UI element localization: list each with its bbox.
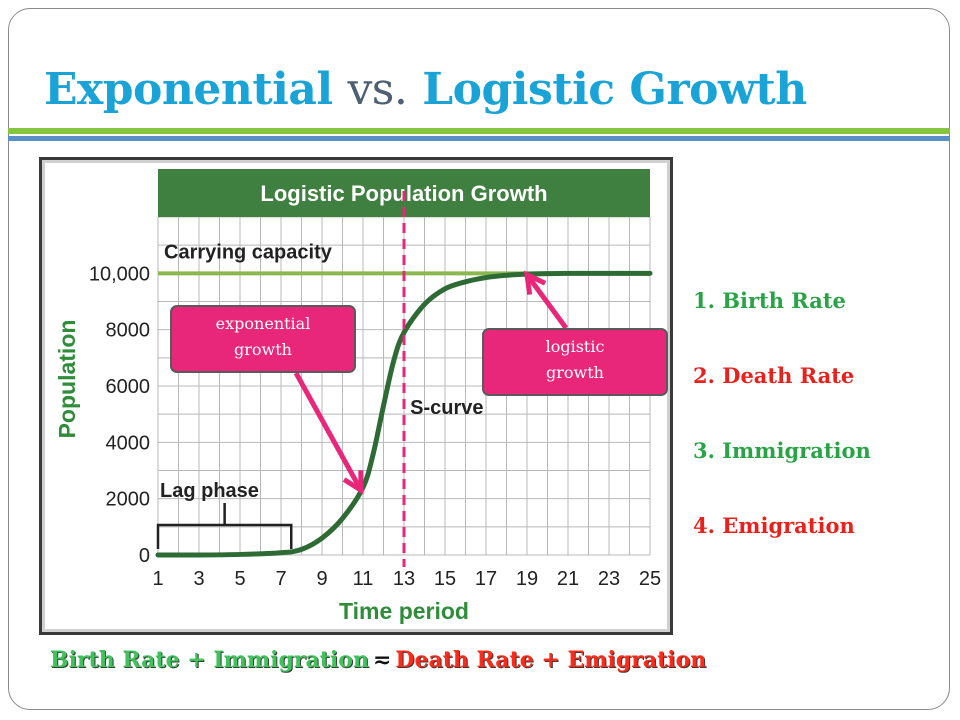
logistic-growth-chart: Logistic Population Growth 1 3 5 7 9 11 13 15 17… (54, 169, 661, 624)
exponential-arrowhead (342, 470, 364, 495)
population-equation: Birth Rate + Immigration ≂ Death Rate + Em… (50, 647, 706, 673)
y-tick-label: 2000 (106, 489, 151, 511)
equation-operator: ≂ (372, 647, 392, 673)
x-tick-label: 21 (557, 568, 579, 590)
exponential-callout-line2: growth (234, 340, 292, 359)
title-exponential: Exponential (44, 64, 333, 115)
factor-immigration: 3. Immigration (693, 438, 871, 463)
population-factors-list: 1. Birth Rate 2. Death Rate 3. Immigrati… (693, 282, 871, 582)
y-tick-label: 8000 (106, 320, 151, 342)
equation-right: Death Rate + Emigration (395, 647, 707, 673)
x-tick-label: 17 (475, 568, 497, 590)
x-tick-label: 5 (234, 568, 245, 590)
x-axis-title: Time period (339, 598, 469, 624)
logistic-arrow (524, 273, 569, 330)
lag-phase-label: Lag phase (160, 480, 259, 502)
logistic-callout-line2: growth (546, 363, 604, 382)
x-tick-label: 7 (275, 568, 286, 590)
x-tick-label: 3 (193, 568, 204, 590)
y-axis-title: Population (54, 320, 80, 439)
title-logistic-growth: Logistic Growth (422, 64, 807, 115)
chart-panel: Logistic Population Growth 1 3 5 7 9 11 13 15 17… (42, 160, 670, 632)
exponential-growth-callout: exponential growth (170, 305, 356, 373)
x-tick-label: 13 (393, 568, 415, 590)
population-curve (155, 270, 653, 558)
x-tick-label: 15 (434, 568, 456, 590)
logistic-growth-callout: logistic growth (482, 328, 668, 396)
carrying-capacity-label: Carrying capacity (164, 241, 333, 263)
x-tick-label: 9 (316, 568, 327, 590)
slide-frame (8, 8, 950, 710)
logistic-callout-line1: logistic (545, 337, 605, 356)
lag-phase-bracket (156, 503, 293, 549)
y-tick-label: 0 (139, 545, 150, 567)
axis-ticks: 1 3 5 7 9 11 13 15 17 19 21 23 250200040006000800010… (89, 263, 661, 590)
y-tick-label: 4000 (106, 432, 151, 454)
x-tick-label: 1 (152, 568, 163, 590)
x-tick-label: 23 (598, 568, 620, 590)
factor-emigration: 4. Emigration (693, 513, 855, 538)
x-tick-label: 25 (639, 568, 661, 590)
title-vs: vs. (347, 64, 408, 115)
factor-death-rate: 2. Death Rate (693, 363, 855, 388)
y-tick-label: 10,000 (89, 263, 150, 285)
title-underline-blue (8, 136, 950, 141)
logistic-arrowhead (523, 270, 547, 295)
slide-title: Exponential vs. Logistic Growth (44, 64, 807, 115)
x-tick-label: 19 (516, 568, 538, 590)
exponential-arrow (293, 371, 364, 492)
equation-left: Birth Rate + Immigration (50, 647, 369, 673)
factor-birth-rate: 1. Birth Rate (693, 288, 846, 313)
s-curve-label: S-curve (410, 397, 483, 419)
y-tick-label: 6000 (106, 376, 151, 398)
exponential-callout-line1: exponential (215, 314, 311, 333)
title-underline-green (8, 128, 950, 134)
x-tick-label: 11 (353, 568, 374, 590)
